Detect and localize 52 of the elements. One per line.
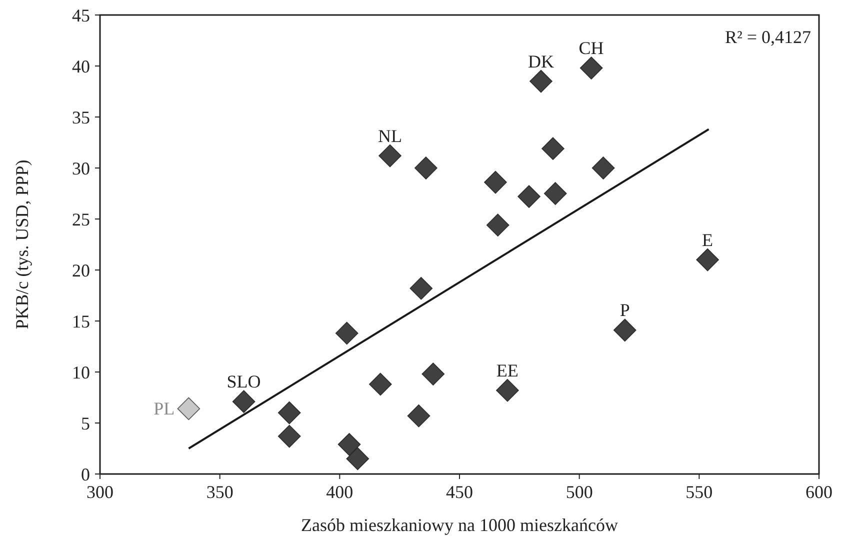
point bbox=[613, 318, 636, 342]
point bbox=[580, 56, 603, 80]
point bbox=[518, 185, 540, 208]
x-tick-label: 500 bbox=[566, 482, 593, 502]
point bbox=[496, 378, 519, 402]
annotation: CH bbox=[578, 38, 604, 58]
point bbox=[542, 137, 564, 160]
point bbox=[407, 404, 430, 428]
point bbox=[335, 322, 358, 345]
y-tick-label: 10 bbox=[72, 362, 90, 382]
point bbox=[696, 248, 719, 272]
point bbox=[544, 182, 567, 205]
y-tick-label: 40 bbox=[72, 56, 90, 76]
point bbox=[592, 156, 615, 180]
y-tick-label: 15 bbox=[72, 311, 90, 332]
x-tick-label: 550 bbox=[686, 482, 713, 502]
point bbox=[484, 170, 507, 194]
annotation: P bbox=[620, 300, 630, 320]
annotation: SLO bbox=[226, 372, 261, 392]
point bbox=[530, 70, 552, 93]
y-tick-label: 5 bbox=[81, 413, 90, 434]
x-tick-label: 450 bbox=[446, 482, 473, 502]
y-tick-label: 30 bbox=[72, 158, 90, 178]
y-tick-label: 35 bbox=[72, 107, 90, 128]
point bbox=[278, 401, 301, 424]
x-tick-label: 400 bbox=[326, 482, 354, 502]
annotation: E bbox=[702, 230, 714, 250]
annotation: PL bbox=[154, 398, 175, 419]
y-tick-label: 20 bbox=[72, 260, 90, 280]
point bbox=[369, 372, 392, 396]
y-tick-label: 45 bbox=[72, 5, 90, 26]
point bbox=[338, 433, 361, 456]
x-tick-label: 350 bbox=[206, 482, 234, 502]
annotation: EE bbox=[496, 360, 518, 380]
x-tick-label: 300 bbox=[86, 482, 114, 502]
point bbox=[414, 156, 438, 180]
point bbox=[278, 424, 301, 448]
point bbox=[378, 144, 402, 168]
annotation: DK bbox=[528, 51, 554, 72]
point bbox=[346, 447, 370, 470]
point bbox=[410, 276, 433, 300]
y-tick-label: 25 bbox=[72, 209, 90, 230]
x-tick-label: 600 bbox=[806, 482, 832, 502]
annotation: NL bbox=[378, 126, 402, 146]
point bbox=[422, 362, 445, 386]
annotation: R² = 0,4127 bbox=[724, 27, 811, 47]
point bbox=[486, 214, 510, 237]
y-axis-title: PKB/c (tys. USD, PPP) bbox=[12, 160, 32, 330]
point bbox=[177, 397, 200, 420]
y-tick-label: 0 bbox=[81, 464, 90, 484]
x-axis-title: Zasób mieszkaniowy na 1000 mieszkańców bbox=[301, 515, 618, 535]
point bbox=[232, 390, 256, 413]
